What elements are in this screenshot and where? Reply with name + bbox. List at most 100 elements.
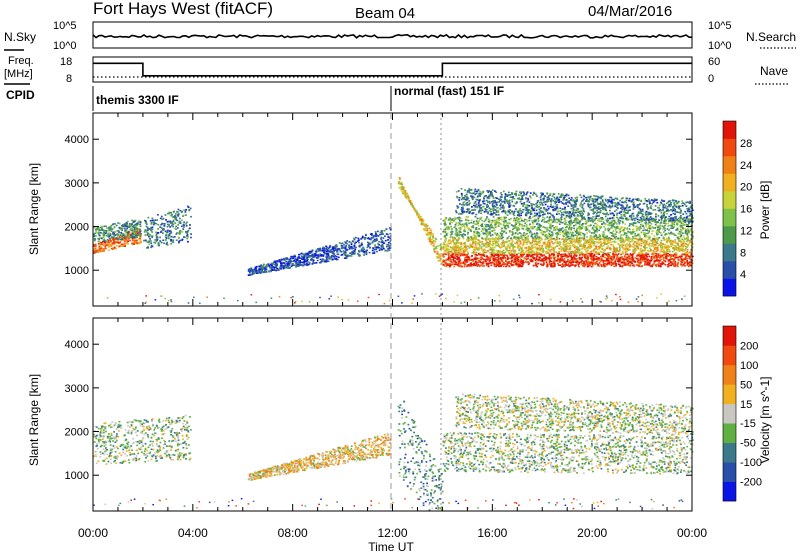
data-cell: [113, 243, 116, 246]
data-cell: [669, 264, 672, 266]
data-cell: [295, 262, 298, 265]
data-cell: [590, 256, 593, 259]
data-cell: [667, 255, 669, 257]
data-cell: [131, 242, 133, 245]
data-cell: [489, 219, 492, 222]
data-cell: [463, 245, 466, 248]
data-cell: [494, 254, 497, 256]
data-cell: [678, 240, 680, 242]
data-cell: [463, 243, 466, 245]
data-cell: [286, 267, 289, 269]
data-cell: [468, 257, 470, 259]
data-cell: [357, 253, 359, 255]
data-cell: [511, 231, 513, 233]
data-cell: [596, 241, 599, 244]
data-cell: [584, 263, 587, 265]
data-cell: [521, 244, 524, 246]
data-cell: [135, 231, 137, 233]
data-cell: [349, 252, 352, 255]
data-cell: [650, 255, 653, 258]
data-cell: [95, 230, 98, 232]
data-cell: [387, 238, 390, 241]
data-cell: [539, 248, 542, 251]
data-cell: [174, 213, 177, 215]
data-cell: [649, 236, 651, 239]
data-cell: [552, 263, 554, 266]
data-cell: [535, 264, 537, 267]
data-cell: [145, 221, 147, 223]
data-cell: [570, 253, 573, 255]
data-cell: [418, 217, 420, 219]
data-cell: [523, 253, 525, 255]
data-cell: [619, 247, 621, 249]
data-cell: [453, 246, 456, 248]
data-cell: [353, 253, 356, 255]
data-cell: [325, 256, 328, 258]
data-cell: [647, 253, 650, 255]
data-cell: [526, 241, 529, 243]
data-cell: [457, 257, 459, 260]
data-cell: [169, 220, 172, 223]
data-cell: [326, 256, 328, 259]
data-cell: [577, 249, 580, 252]
data-cell: [317, 254, 319, 256]
data-cell: [483, 265, 486, 267]
data-cell: [136, 236, 138, 239]
data-cell: [642, 242, 644, 244]
data-cell: [177, 215, 180, 217]
data-cell: [569, 244, 572, 247]
data-cell: [582, 255, 584, 257]
data-cell: [620, 244, 623, 246]
data-cell: [655, 252, 658, 255]
data-cell: [672, 255, 675, 257]
data-cell: [535, 252, 538, 254]
data-cell: [303, 263, 306, 266]
data-cell: [583, 256, 586, 259]
data-cell: [313, 256, 316, 258]
data-cell: [106, 239, 109, 241]
data-cell: [540, 263, 542, 265]
data-cell: [375, 235, 377, 238]
data-cell: [580, 251, 583, 253]
data-cell: [493, 252, 496, 254]
data-cell: [670, 264, 673, 267]
data-cell: [584, 247, 587, 250]
data-cell: [578, 261, 581, 264]
data-cell: [136, 234, 139, 237]
data-cell: [587, 259, 589, 261]
data-cell: [616, 260, 619, 262]
data-cell: [478, 264, 481, 267]
data-cell: [621, 262, 624, 264]
data-cell: [112, 232, 114, 234]
data-cell: [692, 255, 694, 258]
data-cell: [371, 241, 374, 243]
data-cell: [360, 250, 363, 252]
data-cell: [685, 255, 687, 258]
data-cell: [604, 265, 607, 268]
data-cell: [426, 225, 429, 227]
data-cell: [482, 261, 485, 263]
data-cell: [426, 229, 429, 232]
data-cell: [581, 259, 583, 262]
data-cell: [611, 221, 613, 224]
data-cell: [599, 240, 602, 243]
data-cell: [549, 243, 551, 245]
data-cell: [389, 240, 392, 243]
data-cell: [653, 260, 656, 263]
data-cell: [670, 258, 672, 260]
data-cell: [479, 252, 482, 255]
data-cell: [661, 263, 663, 266]
data-cell: [531, 242, 533, 244]
data-cell: [353, 245, 356, 247]
data-cell: [459, 262, 462, 265]
data-cell: [124, 223, 126, 225]
data-cell: [449, 239, 451, 241]
data-cell: [384, 235, 386, 237]
data-cell: [382, 246, 385, 249]
data-cell: [641, 253, 644, 255]
data-cell: [610, 264, 613, 267]
data-cell: [344, 241, 347, 244]
data-cell: [518, 248, 521, 251]
data-cell: [138, 229, 141, 232]
data-cell: [105, 234, 108, 237]
